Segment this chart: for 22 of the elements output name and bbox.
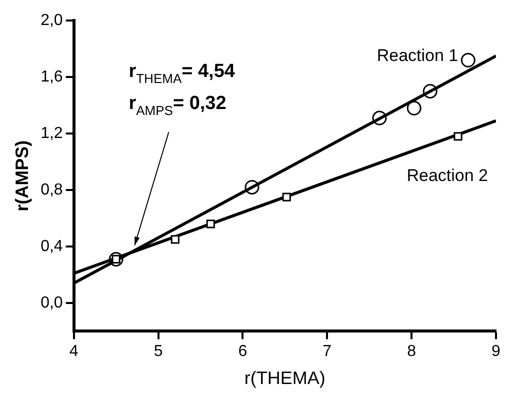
point: [282, 192, 291, 202]
y-tick-label: 0,8: [40, 181, 63, 198]
y-tick-label: 0,0: [40, 294, 63, 312]
point: [170, 235, 180, 244]
x-tick-label: 8: [407, 343, 416, 360]
point: [454, 132, 462, 141]
x-axis-title: r(THEMA): [244, 368, 326, 388]
point: [406, 100, 422, 116]
y-tick-label: 2,0: [40, 12, 63, 30]
y-axis-title: r(AMPS): [12, 140, 32, 212]
x-tick-label: 9: [492, 343, 501, 360]
y-tick-label: 1,2: [40, 124, 63, 142]
x-tick-label: 7: [322, 343, 332, 360]
x-tick-label: 6: [238, 343, 248, 360]
series-label: Reaction 1: [376, 46, 458, 65]
point: [206, 220, 215, 228]
point: [460, 52, 476, 68]
x-tick-label: 5: [154, 343, 163, 360]
y-tick-label: 1,6: [40, 68, 63, 86]
x-tick-label: 4: [69, 343, 78, 360]
text: Reaction 2: [406, 166, 488, 186]
y-tick-label: 0,4: [40, 238, 63, 255]
